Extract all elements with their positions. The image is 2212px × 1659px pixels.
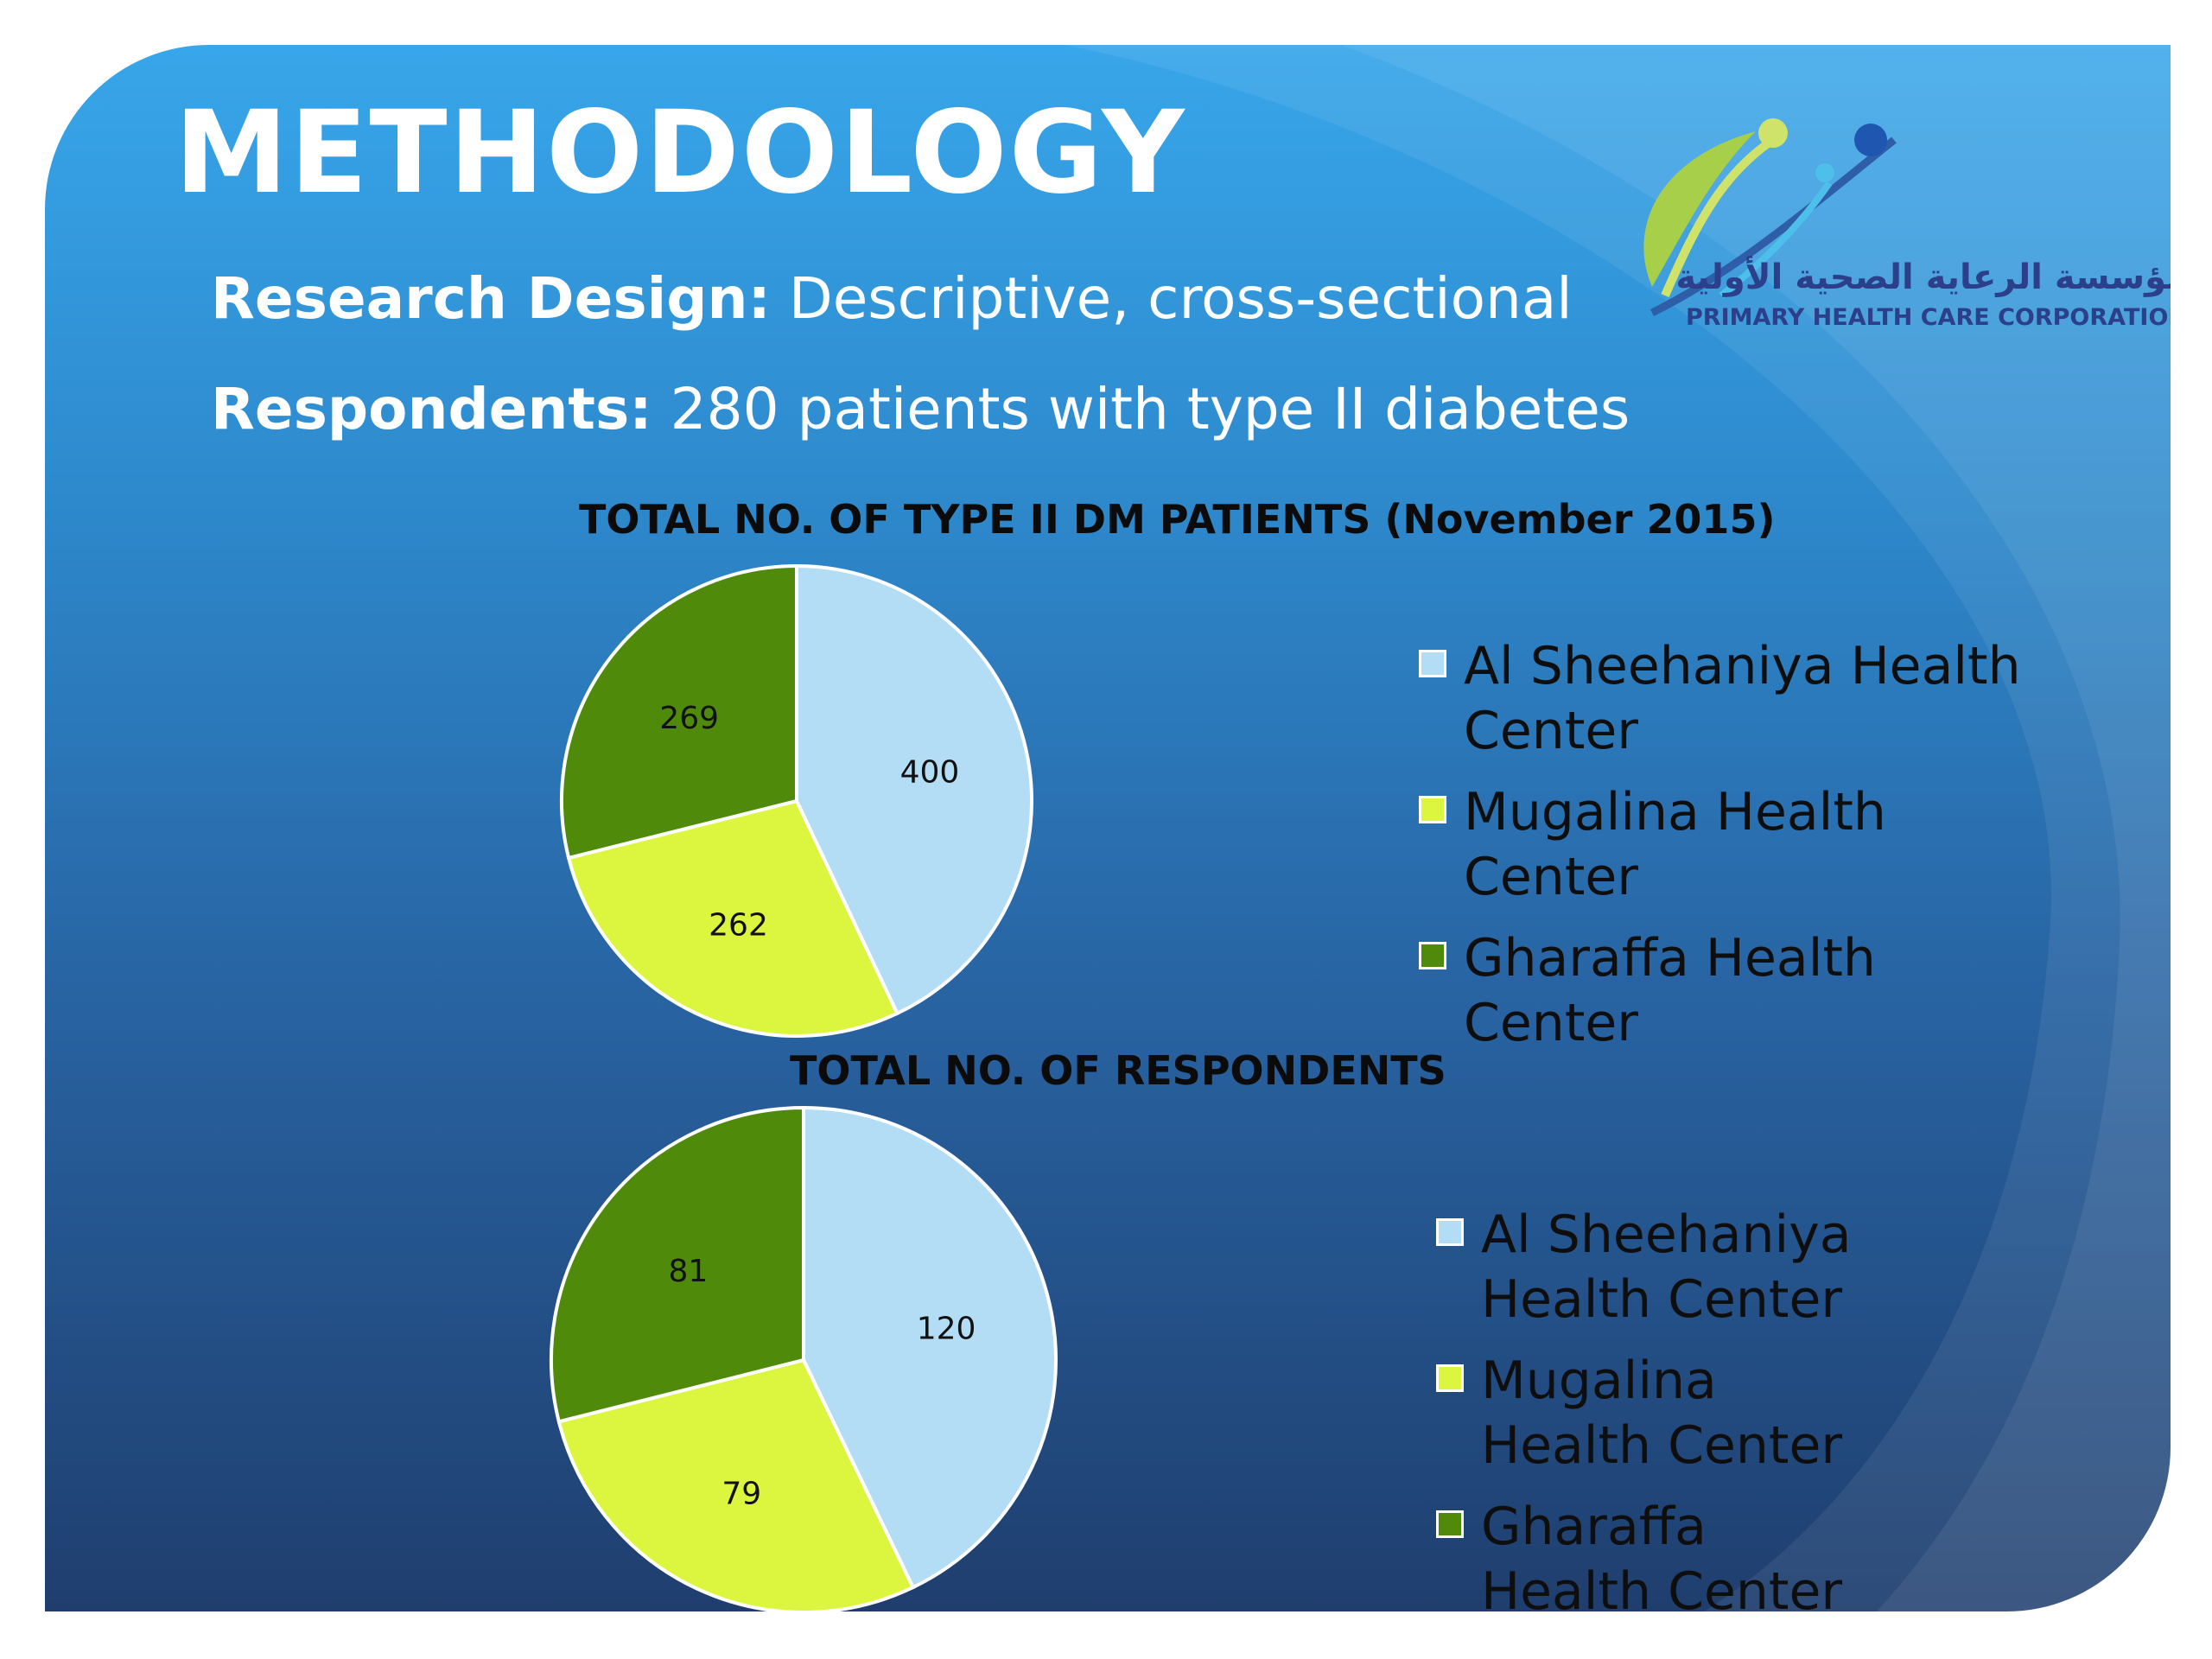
chart2-title: TOTAL NO. OF RESPONDENTS [790, 1047, 1446, 1094]
chart2-data-label-gharaffa: 81 [669, 1254, 709, 1289]
chart2-data-label-mugalina: 79 [721, 1476, 761, 1511]
chart1-legend-item-gharaffa: Gharaffa Health Center [1419, 926, 2024, 1056]
respondents-line: Respondents: 280 patients with type II d… [211, 376, 1630, 442]
chart1-legend-swatch-sheehaniya [1419, 650, 1446, 677]
chart2-legend-item-sheehaniya: Al Sheehaniya Health Center [1436, 1203, 1885, 1332]
research-design-line: Research Design: Descriptive, cross-sect… [211, 265, 1573, 332]
chart2-legend-swatch-sheehaniya [1436, 1218, 1464, 1246]
research-design-label: Research Design: [211, 265, 771, 332]
chart2-legend: Al Sheehaniya Health Center Mugalina Hea… [1436, 1203, 1885, 1611]
chart1-legend-swatch-mugalina [1419, 796, 1446, 823]
chart1-legend: Al Sheehaniya Health Center Mugalina Hea… [1419, 634, 2024, 1072]
phcc-logo: مؤسسة الرعاية الصحية الأولية PRIMARY HEA… [1592, 79, 2171, 356]
logo-arabic-text: مؤسسة الرعاية الصحية الأولية [1675, 255, 2171, 297]
chart1-data-label-gharaffa: 269 [659, 701, 719, 736]
chart2-legend-item-mugalina: Mugalina Health Center [1436, 1349, 1885, 1478]
chart1-legend-label-sheehaniya: Al Sheehaniya Health Center [1464, 636, 2021, 761]
chart1-data-label-mugalina: 262 [709, 908, 768, 944]
chart1-legend-label-mugalina: Mugalina Health Center [1464, 782, 1886, 907]
phcc-logo-mark: مؤسسة الرعاية الصحية الأولية PRIMARY HEA… [1643, 118, 2171, 331]
chart2-pie: 120 79 81 [550, 1105, 1058, 1611]
chart1-legend-item-mugalina: Mugalina Health Center [1419, 780, 2024, 910]
chart2-legend-label-mugalina: Mugalina Health Center [1481, 1351, 1843, 1476]
chart2-legend-swatch-mugalina [1436, 1364, 1464, 1392]
respondents-label: Respondents: [211, 376, 652, 442]
background-swoosh [1065, 45, 2171, 1611]
chart2-slice-mugalina [556, 1357, 916, 1611]
chart1-title: TOTAL NO. OF TYPE II DM PATIENTS (Novemb… [579, 496, 1776, 543]
chart1-legend-item-sheehaniya: Al Sheehaniya Health Center [1419, 634, 2024, 764]
respondents-value: 280 patients with type II diabetes [652, 376, 1630, 442]
chart1-legend-swatch-gharaffa [1419, 942, 1446, 969]
chart1-legend-label-gharaffa: Gharaffa Health Center [1464, 928, 1876, 1053]
chart1-pie: 400 262 269 [560, 563, 1033, 1038]
chart2-legend-label-sheehaniya: Al Sheehaniya Health Center [1481, 1205, 1852, 1330]
slide-title: METHODOLOGY [175, 86, 1186, 219]
research-design-value: Descriptive, cross-sectional [770, 265, 1573, 332]
chart2-slice-sheehaniya [802, 1105, 1058, 1590]
chart2-legend-label-gharaffa: Gharaffa Health Center [1481, 1497, 1843, 1611]
chart1-slice-gharaffa [560, 563, 798, 861]
chart2-legend-item-gharaffa: Gharaffa Health Center [1436, 1495, 1885, 1611]
logo-english-text: PRIMARY HEALTH CARE CORPORATION [1686, 304, 2171, 331]
chart2-data-label-sheehaniya: 120 [917, 1311, 976, 1346]
chart1-slice-sheehaniya [795, 563, 1033, 1016]
chart1-slice-mugalina [566, 798, 900, 1038]
slide: METHODOLOGY Research Design: Descriptive… [45, 45, 2171, 1611]
chart2-slice-gharaffa [550, 1105, 805, 1424]
chart1-data-label-sheehaniya: 400 [900, 754, 960, 790]
chart2-legend-swatch-gharaffa [1436, 1510, 1464, 1538]
